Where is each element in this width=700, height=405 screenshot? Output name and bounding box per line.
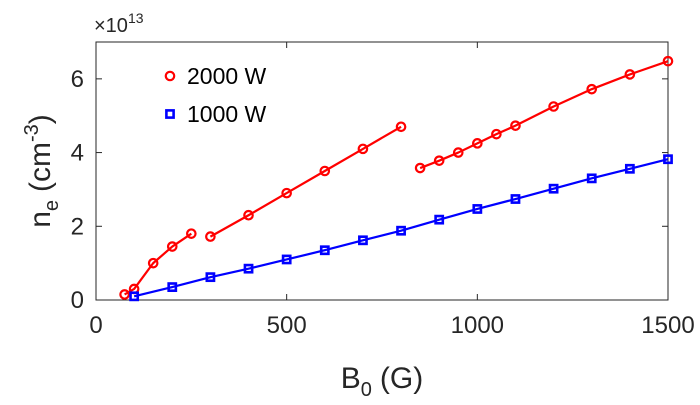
y-axis-title: ne(cm-3)	[21, 114, 63, 228]
data-point	[624, 163, 635, 174]
data-point	[358, 235, 368, 246]
x-tick-label: 1500	[641, 312, 694, 339]
y-multiplier: ×1013	[94, 10, 144, 37]
data-point	[433, 155, 445, 166]
data-point	[119, 289, 130, 300]
data-point	[281, 187, 292, 199]
data-point	[510, 194, 521, 204]
legend-label: 2000 W	[187, 63, 267, 89]
data-point	[586, 173, 597, 184]
series-line	[133, 158, 669, 298]
y-tick-label: 2	[71, 213, 84, 240]
data-point	[243, 263, 254, 274]
series-line	[419, 60, 669, 170]
data-point	[414, 162, 426, 174]
series-layer	[119, 55, 674, 302]
data-point	[624, 69, 636, 80]
data-point	[166, 241, 178, 252]
data-point	[472, 204, 483, 214]
x-tick-label: 0	[89, 312, 102, 339]
data-point	[319, 165, 331, 177]
data-point	[281, 254, 292, 265]
data-point	[243, 209, 254, 221]
data-point	[205, 272, 216, 283]
y-ticks: 0 2 4 6	[71, 66, 668, 314]
x-axis-title: B0 (G)	[341, 362, 423, 401]
data-point	[586, 83, 598, 95]
series-blue	[129, 154, 673, 302]
data-point	[186, 228, 197, 239]
y-tick-label: 6	[71, 66, 84, 93]
data-point	[396, 225, 406, 236]
data-point	[548, 183, 559, 194]
legend: 2000 W 1000 W	[164, 63, 267, 127]
x-tick-label: 1000	[451, 312, 504, 339]
data-point	[357, 143, 369, 155]
series-line	[209, 125, 402, 238]
data-point	[472, 138, 483, 149]
legend-item: 1000 W	[165, 101, 267, 127]
x-ticks: 0 500 1000 1500	[89, 42, 695, 339]
data-point	[129, 291, 140, 302]
data-point	[147, 257, 159, 269]
y-tick-label: 4	[71, 140, 84, 167]
data-point	[491, 128, 502, 140]
data-point	[434, 214, 445, 225]
legend-item: 2000 W	[164, 63, 267, 89]
legend-marker	[165, 109, 175, 119]
legend-marker	[164, 70, 176, 82]
data-point	[452, 147, 464, 158]
x-tick-label: 500	[267, 312, 307, 339]
data-point	[662, 55, 674, 67]
data-point	[663, 154, 673, 165]
data-point	[167, 282, 178, 292]
data-point	[548, 101, 559, 112]
y-tick-label: 0	[71, 287, 84, 314]
data-point	[319, 245, 330, 256]
plot-area	[95, 41, 669, 301]
legend-label: 1000 W	[187, 101, 267, 127]
data-point	[395, 121, 407, 133]
data-point	[205, 231, 216, 242]
data-point	[510, 120, 521, 131]
